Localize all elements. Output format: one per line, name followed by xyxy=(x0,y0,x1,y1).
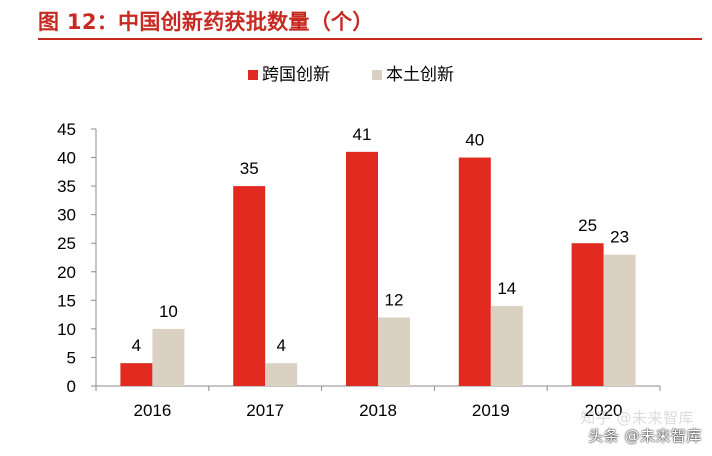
x-tick-label: 2016 xyxy=(133,401,171,420)
watermark: 头条 @未来智库 xyxy=(588,427,702,445)
bar-multinational-2020 xyxy=(571,243,604,386)
y-tick-label: 25 xyxy=(57,234,76,253)
title-rule xyxy=(38,38,702,40)
data-label: 23 xyxy=(610,228,629,247)
y-tick-label: 5 xyxy=(67,348,76,367)
bar-multinational-2018 xyxy=(346,151,378,386)
watermark-faint: 知乎 @未来智库 xyxy=(580,409,694,427)
y-tick-label: 10 xyxy=(57,320,76,339)
y-tick-label: 20 xyxy=(57,263,76,282)
bar-multinational-2019 xyxy=(458,157,491,386)
bar-multinational-2017 xyxy=(233,186,266,386)
data-label: 41 xyxy=(353,125,372,144)
data-label: 14 xyxy=(497,279,516,298)
bar-domestic-2020 xyxy=(603,254,636,386)
y-tick-label: 40 xyxy=(57,149,76,168)
bar-domestic-2017 xyxy=(265,363,298,386)
data-label: 4 xyxy=(132,336,141,355)
figure-title: 图 12：中国创新药获批数量（个） xyxy=(38,10,374,34)
data-label: 10 xyxy=(159,302,178,321)
y-tick-label: 35 xyxy=(57,177,76,196)
legend-label-2: 本土创新 xyxy=(386,65,454,85)
figure-header: 图 12：中国创新药获批数量（个） xyxy=(0,0,712,40)
legend-swatch-1 xyxy=(248,70,258,80)
y-tick-label: 30 xyxy=(57,206,76,225)
legend-swatch-2 xyxy=(372,70,382,80)
bar-domestic-2018 xyxy=(378,317,410,386)
legend-label-1: 跨国创新 xyxy=(262,65,330,85)
y-tick-label: 15 xyxy=(57,291,76,310)
y-tick-label: 0 xyxy=(67,377,76,396)
data-label: 4 xyxy=(276,336,285,355)
y-tick-label: 45 xyxy=(57,120,76,139)
x-tick-label: 2018 xyxy=(359,401,397,420)
bar-multinational-2016 xyxy=(120,363,153,386)
data-label: 35 xyxy=(240,159,259,178)
x-tick-label: 2019 xyxy=(472,401,510,420)
data-label: 25 xyxy=(578,216,597,235)
x-tick-label: 2017 xyxy=(246,401,284,420)
x-tick-label: 2020 xyxy=(585,401,623,420)
data-label: 40 xyxy=(465,131,484,150)
data-label: 12 xyxy=(385,290,404,309)
bar-domestic-2019 xyxy=(490,306,523,386)
bar-domestic-2016 xyxy=(152,328,185,386)
bar-chart: 跨国创新 本土创新 0 5 10 15 20 25 30 35 40 45 4 10 2016 35 4 2017… xyxy=(57,65,661,420)
